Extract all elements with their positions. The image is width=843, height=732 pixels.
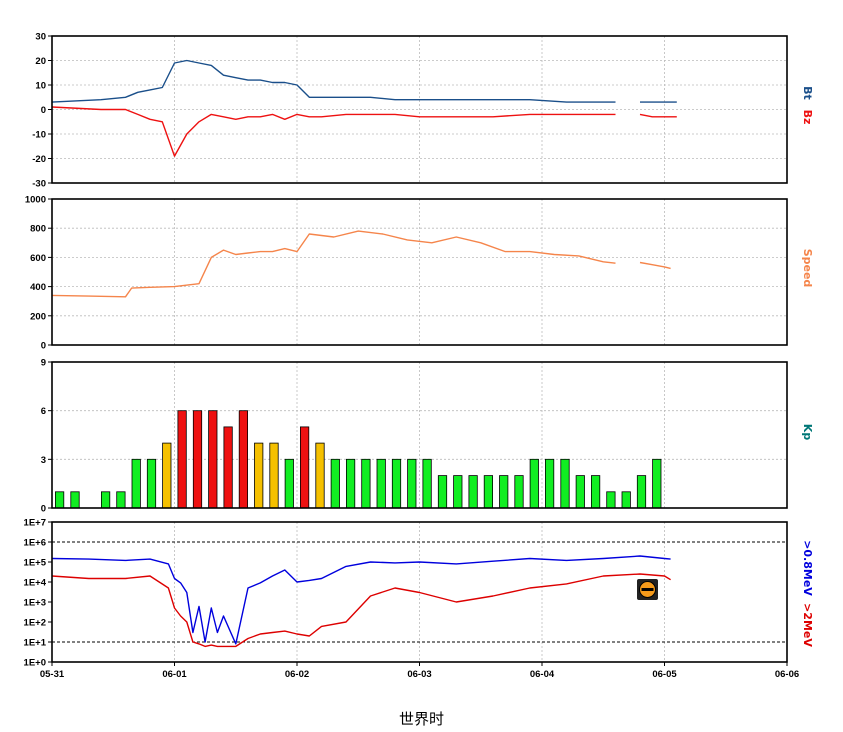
kp-bar [162, 442, 172, 509]
kp-panel: 9 6 3 0 Kp [41, 358, 814, 515]
kp-bar [391, 458, 402, 509]
kp-bar [636, 475, 647, 509]
y-tick-label: 1E+4 [24, 578, 47, 589]
kp-bar [330, 458, 340, 509]
imf-panel-frame [51, 35, 788, 184]
kp-bar [254, 442, 264, 509]
kp-bar [575, 475, 585, 509]
speed-axis-label: Speed [801, 249, 814, 288]
kp-bar [437, 475, 448, 509]
kp-bar [376, 458, 386, 509]
y-tick-label: 800 [30, 224, 46, 235]
kp-bar [55, 491, 65, 509]
kp-bar [407, 458, 417, 509]
y-tick-label: 6 [41, 406, 46, 417]
y-tick-label: 200 [30, 311, 46, 322]
y-tick-label: 1E+1 [24, 638, 47, 649]
y-tick-label: 1E+0 [24, 658, 46, 669]
kp-bar [606, 491, 616, 509]
y-tick-label: 3 [41, 455, 46, 466]
kp-bar [453, 475, 463, 509]
warning-icon-bar [641, 588, 654, 591]
kp-bar [284, 458, 294, 509]
bz-series-line [51, 106, 677, 157]
speed-panel-frame [51, 198, 788, 346]
y-tick-label: 400 [30, 282, 46, 293]
x-tick-label: 06-06 [775, 669, 799, 680]
kp-bar [591, 475, 601, 509]
y-tick-label: 600 [30, 253, 46, 264]
x-axis-label: 世界时 [398, 710, 444, 728]
kp-bar [483, 475, 494, 509]
y-tick-label: 20 [35, 56, 46, 67]
y-tick-label: 1E+7 [24, 518, 46, 529]
kp-bar [468, 475, 478, 509]
x-tick-label: 06-05 [652, 669, 677, 680]
kp-bar [529, 458, 539, 509]
electron-08mev-line [51, 555, 671, 645]
y-tick-label: 0 [41, 504, 46, 515]
x-tick-label: 06-02 [285, 669, 309, 680]
y-tick-label: 1E+5 [24, 558, 47, 569]
kp-bar [652, 458, 662, 509]
x-tick-label: 06-01 [162, 669, 187, 680]
bt-axis-label: Bt [801, 86, 814, 100]
kp-bar [499, 475, 509, 509]
kp-bar [621, 491, 631, 509]
y-tick-label: 9 [41, 358, 46, 369]
kp-bar [315, 442, 325, 509]
x-tick-label: 06-03 [407, 669, 431, 680]
kp-bar [238, 410, 248, 509]
kp-bar [208, 410, 218, 509]
y-tick-label: 1E+2 [24, 618, 46, 629]
y-tick-label: 1E+3 [24, 598, 46, 609]
kp-bar [70, 491, 80, 509]
kp-bar [146, 458, 157, 509]
speed-series-line [51, 230, 671, 298]
y-tick-label: 1E+6 [24, 538, 46, 549]
bz-axis-label: Bz [801, 110, 814, 125]
y-tick-label: 1000 [25, 195, 46, 206]
kp-bar [269, 442, 279, 509]
y-tick-label: 10 [35, 81, 46, 92]
kp-bar [131, 458, 141, 509]
kp-bar [422, 458, 432, 509]
speed-panel: 1000 800 600 400 200 0 Speed [25, 195, 814, 352]
kp-bar [545, 458, 555, 509]
bt-series-line [51, 59, 677, 103]
kp-bar [560, 458, 570, 509]
kp-bar [299, 426, 310, 509]
y-tick-label: -20 [32, 154, 46, 165]
y-tick-label: 0 [41, 105, 46, 116]
electron-08mev-axis-label: >0.8MeV [801, 540, 814, 596]
kp-panel-frame [51, 361, 788, 509]
y-tick-label: 30 [35, 32, 46, 43]
y-tick-label: -10 [32, 130, 46, 141]
kp-bar [223, 426, 233, 509]
x-tick-label: 06-04 [530, 669, 555, 680]
kp-bar [177, 410, 187, 509]
kp-bar [514, 475, 524, 509]
x-axis: 05-31 06-01 06-02 06-03 06-04 06-05 06-06 [40, 662, 799, 680]
electron-panel: 1E+7 1E+6 1E+5 1E+4 1E+3 1E+2 1E+1 1E+0 >0.8MeV >… [24, 518, 814, 669]
electron-2mev-line [51, 573, 671, 648]
kp-axis-label: Kp [801, 424, 814, 441]
x-tick-label: 05-31 [40, 669, 65, 680]
kp-bar [345, 458, 356, 509]
kp-bar [192, 410, 203, 509]
y-tick-label: -30 [32, 179, 46, 190]
electron-2mev-axis-label: >2MeV [801, 603, 814, 647]
kp-bar [116, 491, 126, 509]
y-tick-label: 0 [41, 341, 46, 352]
kp-bar [361, 458, 371, 509]
warning-circle-icon [637, 579, 658, 600]
imf-panel: 30 20 10 0 -10 -20 -30 Bt Bz [32, 32, 814, 190]
kp-bar [101, 491, 111, 509]
